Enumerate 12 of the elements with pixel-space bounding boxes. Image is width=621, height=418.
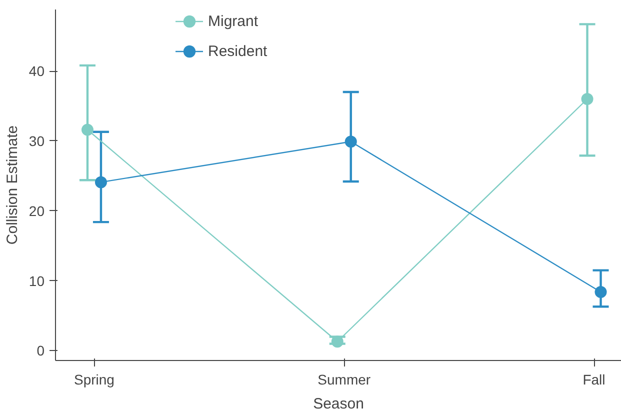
y-tick-label: 10 <box>28 272 45 289</box>
y-tick-label: 40 <box>28 63 45 80</box>
legend-label: Resident <box>208 42 268 60</box>
y-axis-title: Collision Estimate <box>4 125 21 245</box>
x-tick-label: Fall <box>582 372 606 388</box>
y-tick-label: 20 <box>28 202 45 219</box>
y-tick-label: 30 <box>28 132 45 149</box>
x-tick-label: Spring <box>74 372 114 388</box>
x-tick-label: Summer <box>318 372 371 388</box>
x-axis-title: Season <box>313 396 364 412</box>
y-tick-label: 0 <box>36 342 45 359</box>
legend-label: Migrant <box>208 12 258 30</box>
